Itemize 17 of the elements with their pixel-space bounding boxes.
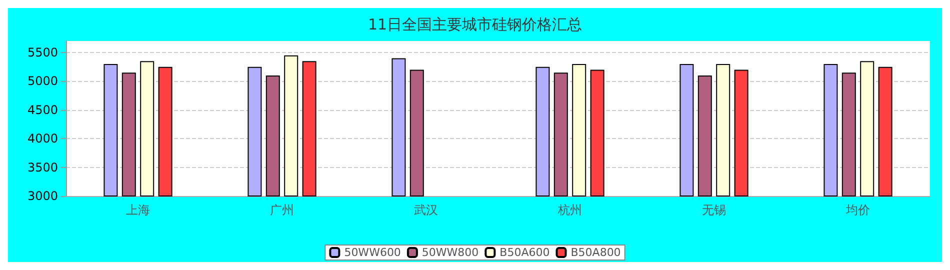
y-tick-label: 4000 [27, 132, 58, 146]
chart-title: 11日全国主要城市硅钢价格汇总 [368, 16, 582, 34]
x-tick-label: 无锡 [702, 203, 726, 217]
x-tick-label: 上海 [126, 203, 150, 217]
legend-label: B50A800 [570, 246, 621, 259]
legend-label: 50WW600 [344, 246, 401, 259]
y-tick-label: 5000 [27, 74, 58, 88]
y-tick-label: 4500 [27, 102, 58, 117]
y-tick-label: 3500 [27, 160, 58, 174]
x-tick-label: 均价 [845, 203, 870, 217]
legend-label: 50WW800 [422, 246, 479, 259]
y-tick-label: 3000 [27, 189, 58, 203]
x-tick-label: 武汉 [414, 203, 438, 217]
x-tick-label: 杭州 [557, 203, 582, 217]
x-tick-label: 广州 [270, 203, 294, 217]
y-tick-label: 5500 [27, 45, 58, 60]
legend-label: B50A600 [500, 246, 550, 259]
